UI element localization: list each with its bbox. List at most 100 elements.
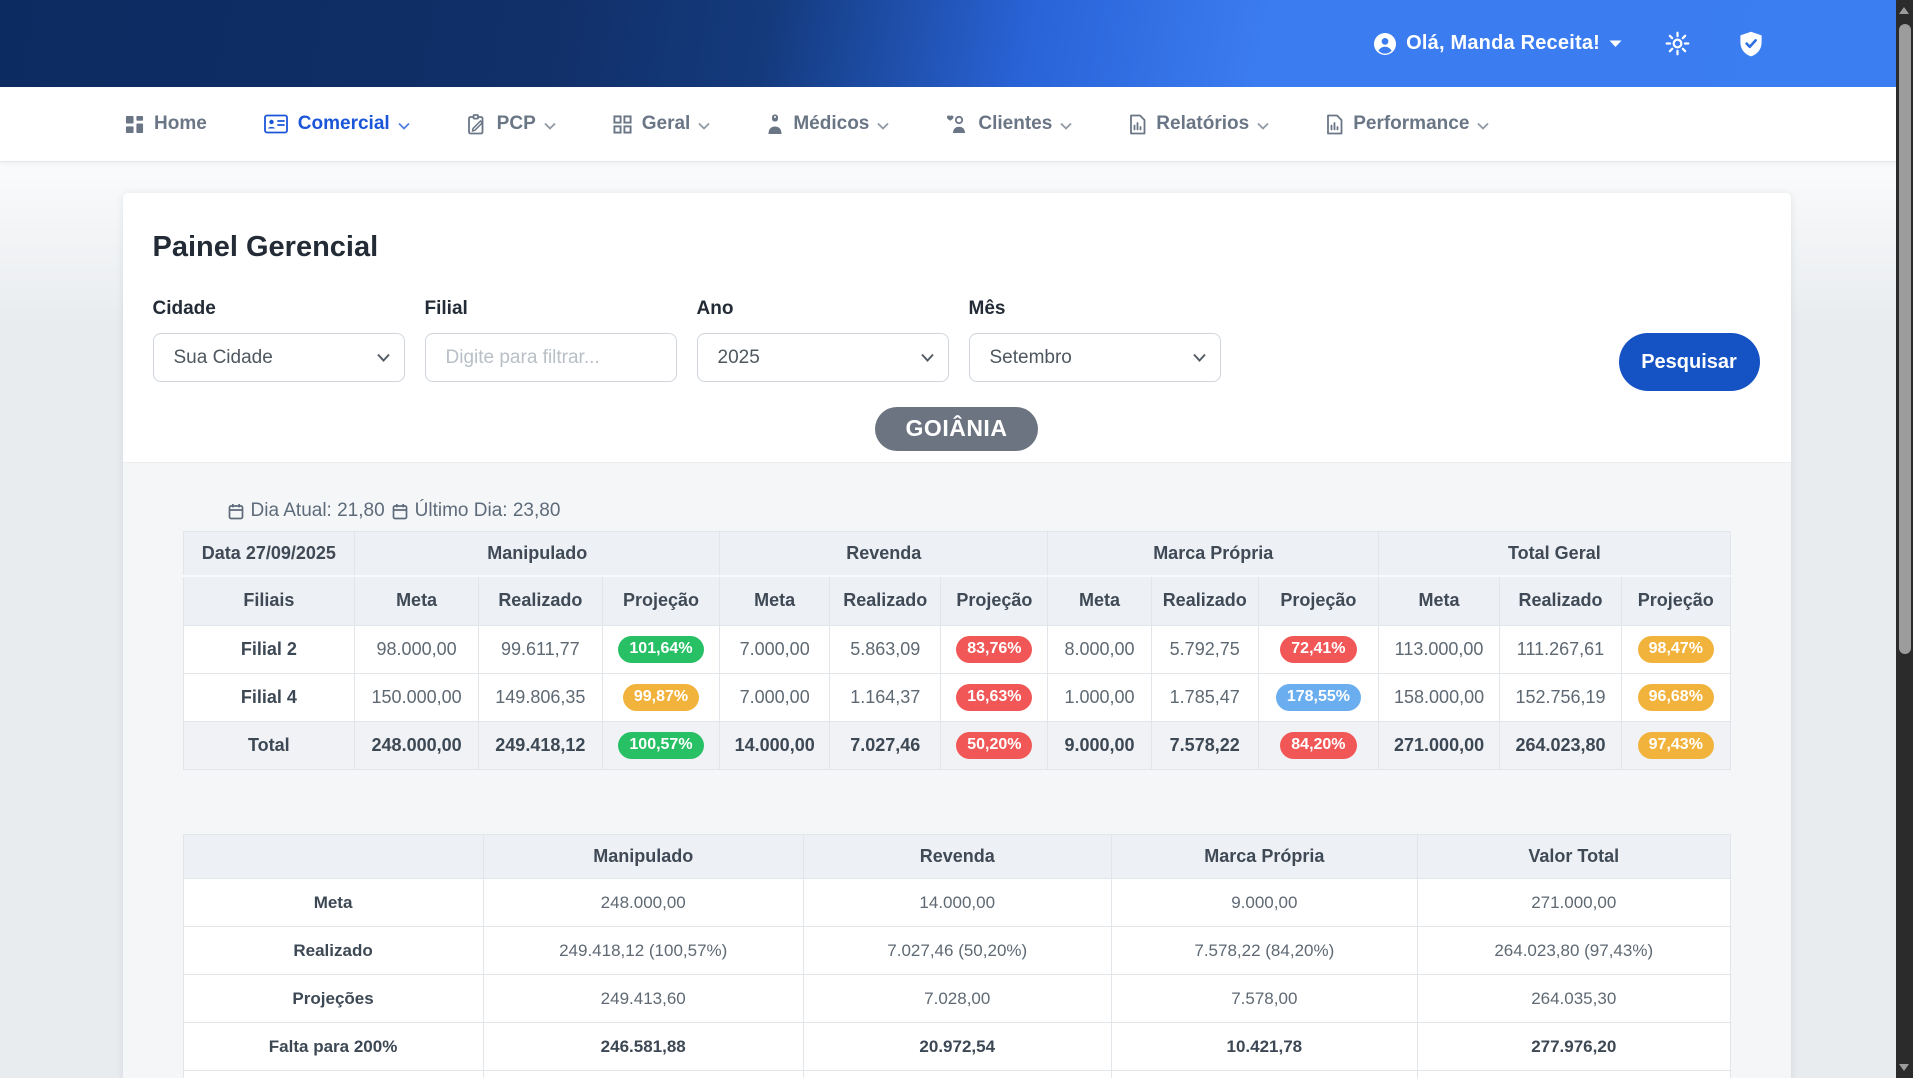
date-header: Data 27/09/2025 [182, 531, 356, 577]
table-group-header-row: Data 27/09/2025 Manipulado Revenda Marca… [182, 531, 1731, 577]
scrollbar-thumb[interactable] [1898, 24, 1911, 654]
nav-item-medicos[interactable]: Médicos [767, 113, 890, 135]
cell: 249.418,12 [477, 721, 603, 770]
main-navbar: Home Comercial PCP [0, 87, 1913, 162]
row-label: Filial 2 [182, 625, 356, 674]
chevron-down-icon [376, 353, 390, 362]
cell: 249.418,12 (100,57%) [482, 926, 804, 975]
caret-down-icon [1609, 40, 1622, 48]
scroll-down-arrow-icon[interactable] [1899, 1064, 1909, 1071]
cell: 152.756,19 [1498, 673, 1623, 722]
cell: 7.027,46 [829, 721, 942, 770]
cell: 248.000,00 [482, 878, 804, 927]
mes-select[interactable]: Setembro [968, 333, 1221, 382]
greeting-text: Olá, Manda Receita! [1406, 32, 1600, 54]
report-chart-icon [1129, 114, 1146, 135]
col-header: Valor Total [1416, 834, 1731, 879]
cell: 7.000,00 [719, 625, 831, 674]
filial-input[interactable] [424, 333, 677, 382]
settings-gear-icon[interactable] [1664, 30, 1691, 57]
user-menu[interactable]: Olá, Manda Receita! [1373, 32, 1622, 56]
cell: 7.578,22 (84,20%) [1110, 926, 1418, 975]
col-header: Meta [1378, 575, 1500, 626]
projection-badge: 178,55% [1275, 684, 1361, 711]
nav-item-comercial[interactable]: Comercial [263, 113, 410, 135]
pesquisar-button[interactable]: Pesquisar [1618, 333, 1760, 391]
row-label: Total [182, 721, 356, 770]
ano-select[interactable]: 2025 [696, 333, 949, 382]
cell: 8.000,00 [1047, 625, 1152, 674]
mes-label: Mês [968, 298, 1006, 319]
nav-label: Relatórios [1156, 113, 1250, 134]
page-title: Painel Gerencial [152, 231, 379, 263]
filiais-table: Data 27/09/2025 Manipulado Revenda Marca… [182, 531, 1731, 770]
cell: 99.611,77 [477, 625, 603, 674]
chevron-down-icon [1477, 122, 1490, 130]
nav-item-home[interactable]: Home [125, 113, 207, 135]
browser-scrollbar[interactable] [1896, 0, 1913, 1078]
nav-item-pcp[interactable]: PCP [467, 113, 556, 135]
ano-label: Ano [696, 298, 734, 319]
cell: 111.267,61 [1498, 625, 1623, 674]
filiais-header: Filiais [182, 575, 356, 626]
col-header: Projeção [1257, 575, 1380, 626]
mes-select-value: Setembro [989, 346, 1072, 368]
cidade-label: Cidade [152, 298, 216, 319]
col-header: Realizado [1150, 575, 1259, 626]
group-header-manipulado: Manipulado [354, 531, 721, 577]
calendar-icon [228, 503, 244, 520]
nav-item-clientes[interactable]: Clientes [946, 113, 1072, 135]
chevron-down-icon [1257, 122, 1269, 130]
col-header: Revenda [802, 834, 1112, 879]
col-header: Meta [719, 575, 831, 626]
projection-badge: 100,57% [618, 732, 704, 759]
tables-section: Dia Atual: 21,80 Último Dia: 23,80 [122, 462, 1791, 1078]
projection-badge: 72,41% [1280, 636, 1357, 663]
panel-card: Painel Gerencial Cidade Sua Cidade Filia… [122, 193, 1791, 1078]
col-header: Realizado [829, 575, 942, 626]
home-grid-icon [125, 115, 144, 134]
chevron-down-icon [544, 122, 556, 130]
col-header: Manipulado [482, 834, 804, 879]
col-header: Meta [354, 575, 479, 626]
cell: 7.000,00 [719, 673, 831, 722]
table-row: Projeções 249.413,60 7.028,00 7.578,00 2… [182, 974, 1731, 1023]
scroll-up-arrow-icon[interactable] [1899, 7, 1909, 14]
cell: 264.035,30 [1416, 974, 1731, 1023]
chevron-down-icon [920, 353, 934, 362]
nav-item-geral[interactable]: Geral [613, 113, 711, 135]
cell: 249.413,60 [482, 974, 804, 1023]
table-row [182, 1070, 1731, 1078]
cell: 20.972,54 [802, 1022, 1112, 1071]
cell: 9.000,00 [1047, 721, 1152, 770]
row-label: Meta [182, 878, 484, 927]
row-label: Projeções [182, 974, 484, 1023]
doctor-icon [767, 114, 783, 135]
chevron-down-icon [698, 122, 710, 130]
cell: 277.976,20 [1416, 1022, 1731, 1071]
nav-label: Clientes [978, 113, 1053, 134]
col-header: Realizado [477, 575, 603, 626]
group-header-marca-propria: Marca Própria [1047, 531, 1380, 577]
cell: 271.000,00 [1416, 878, 1731, 927]
projection-badge: 50,20% [956, 732, 1033, 759]
day-info: Dia Atual: 21,80 Último Dia: 23,80 [228, 500, 1731, 522]
cell: 271.000,00 [1378, 721, 1500, 770]
group-header-revenda: Revenda [719, 531, 1049, 577]
grid-squares-icon [613, 114, 632, 134]
cidade-select[interactable]: Sua Cidade [152, 333, 405, 382]
table-row: Realizado 249.418,12 (100,57%) 7.027,46 … [182, 926, 1731, 975]
table-sub-header-row: Filiais Meta Realizado Projeção Meta Rea… [182, 575, 1731, 626]
table-row: Falta para 200% 246.581,88 20.972,54 10.… [182, 1022, 1731, 1071]
row-label: Realizado [182, 926, 484, 975]
summary-table: Manipulado Revenda Marca Própria Valor T… [182, 834, 1731, 1078]
cell: 246.581,88 [482, 1022, 804, 1071]
cell: 5.792,75 [1150, 625, 1259, 674]
col-header: Meta [1047, 575, 1152, 626]
cell: 7.027,46 (50,20%) [802, 926, 1112, 975]
shield-check-icon[interactable] [1739, 31, 1763, 57]
col-header: Realizado [1498, 575, 1623, 626]
nav-item-relatorios[interactable]: Relatórios [1129, 113, 1269, 135]
nav-item-performance[interactable]: Performance [1326, 113, 1490, 135]
cell: 5.863,09 [829, 625, 942, 674]
